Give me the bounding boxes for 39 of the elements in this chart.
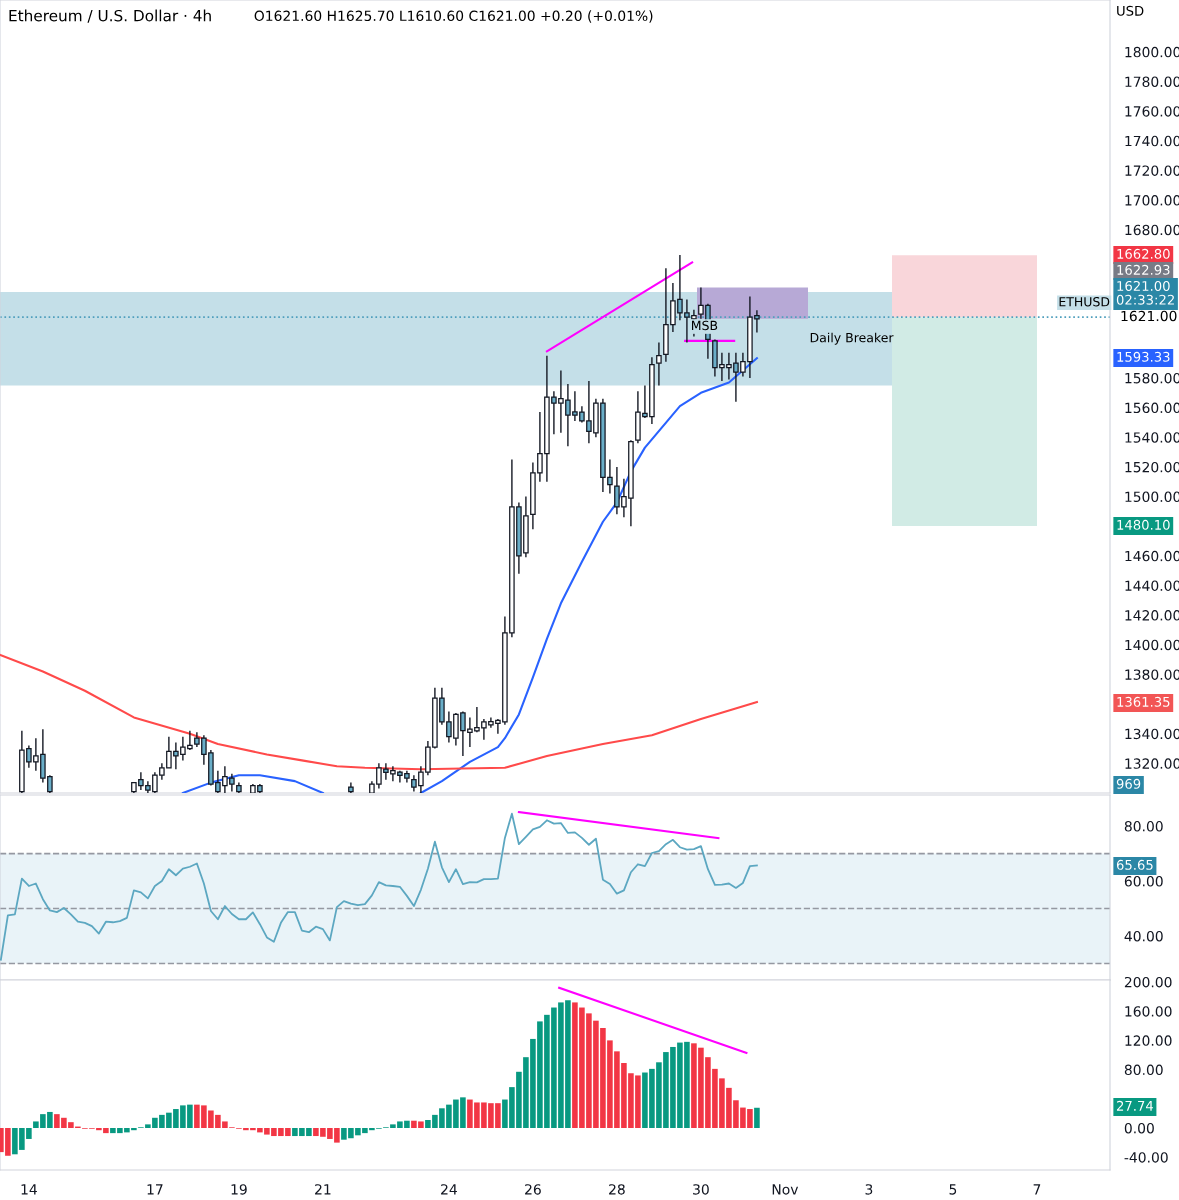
- y-tick-label: 80.00: [1124, 821, 1163, 832]
- text: 969: [1116, 778, 1141, 789]
- y-tick-label: 200.00: [1124, 976, 1172, 988]
- ref-line-label: 1621.00: [1121, 310, 1177, 322]
- y-tick-label: 80.00: [1124, 1064, 1163, 1076]
- annotation: MSB: [691, 320, 718, 331]
- text: 27.74: [1116, 1100, 1154, 1111]
- bar: [754, 1107, 760, 1129]
- x-tick-label: 26: [525, 1184, 541, 1195]
- x-tick-label: 5: [949, 1184, 957, 1195]
- y-tick-label: 40.00: [1124, 930, 1163, 942]
- y-tick-label: 120.00: [1125, 1035, 1172, 1046]
- text: USD: [1117, 5, 1144, 16]
- x-tick-label: 3: [865, 1184, 873, 1195]
- x-tick-label: 24: [441, 1184, 457, 1195]
- text: 1622.93: [1117, 264, 1170, 275]
- x-tick-label: 28: [609, 1184, 625, 1195]
- y-tick-label: 60.00: [1124, 876, 1163, 887]
- x-tick-label: 19: [231, 1184, 247, 1195]
- band-label: Daily Breaker: [810, 332, 894, 345]
- text: 1621.00 02:33:22: [1116, 280, 1174, 305]
- text: Ethereum / U.S. Dollar · 4h: [9, 9, 211, 23]
- text: 1593.33: [1117, 351, 1170, 362]
- y-tick-label: 0.00: [1124, 1122, 1154, 1134]
- text: O1621.60 H1625.70 L1610.60 C1621.00 +0.20 (+0.01%): [254, 10, 653, 23]
- text: 65.65: [1116, 859, 1153, 870]
- text: 1662.80: [1117, 248, 1170, 259]
- x-tick-label: 30: [693, 1184, 709, 1195]
- text: 1361.35: [1117, 696, 1170, 707]
- x-tick-label: 7: [1033, 1184, 1041, 1195]
- y-tick-label: -40.00: [1124, 1152, 1168, 1163]
- x-tick-label: 17: [147, 1184, 163, 1195]
- x-tick-label: 14: [21, 1184, 37, 1195]
- text: 1480.10: [1117, 519, 1170, 530]
- x-tick-label: 21: [315, 1184, 331, 1195]
- y-tick-label: 160.00: [1125, 1006, 1172, 1017]
- line-series: [0, 812, 758, 961]
- x-tick-label: Nov: [772, 1184, 799, 1195]
- annotation: ETHUSD: [1059, 296, 1110, 307]
